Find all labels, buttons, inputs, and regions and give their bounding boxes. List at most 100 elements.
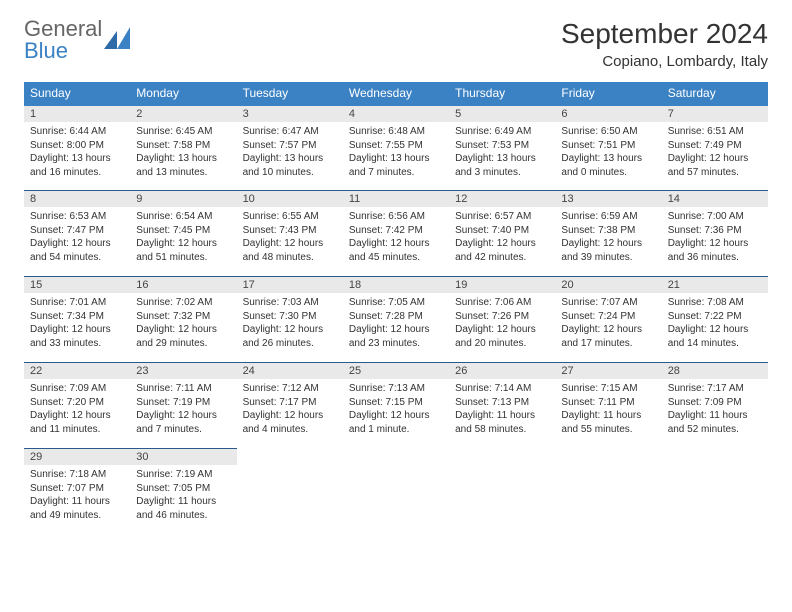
day-body: Sunrise: 6:45 AMSunset: 7:58 PMDaylight:… — [130, 122, 236, 183]
daylight-text: Daylight: 12 hours and 4 minutes. — [243, 409, 337, 436]
daylight-text: Daylight: 12 hours and 51 minutes. — [136, 237, 230, 264]
day-body: Sunrise: 6:59 AMSunset: 7:38 PMDaylight:… — [555, 207, 661, 268]
sunset-text: Sunset: 7:17 PM — [243, 396, 337, 410]
sunrise-text: Sunrise: 6:47 AM — [243, 125, 337, 139]
sunrise-text: Sunrise: 6:59 AM — [561, 210, 655, 224]
sunrise-text: Sunrise: 7:12 AM — [243, 382, 337, 396]
sunrise-text: Sunrise: 7:03 AM — [243, 296, 337, 310]
daylight-text: Daylight: 12 hours and 48 minutes. — [243, 237, 337, 264]
day-number: 28 — [662, 362, 768, 379]
daylight-text: Daylight: 11 hours and 49 minutes. — [30, 495, 124, 522]
sunset-text: Sunset: 7:45 PM — [136, 224, 230, 238]
sunrise-text: Sunrise: 6:44 AM — [30, 125, 124, 139]
day-number: 9 — [130, 190, 236, 207]
day-cell: 1Sunrise: 6:44 AMSunset: 8:00 PMDaylight… — [24, 104, 130, 190]
sunrise-text: Sunrise: 6:57 AM — [455, 210, 549, 224]
day-body: Sunrise: 6:49 AMSunset: 7:53 PMDaylight:… — [449, 122, 555, 183]
daylight-text: Daylight: 12 hours and 23 minutes. — [349, 323, 443, 350]
sunset-text: Sunset: 7:22 PM — [668, 310, 762, 324]
day-cell: 24Sunrise: 7:12 AMSunset: 7:17 PMDayligh… — [237, 362, 343, 448]
sunrise-text: Sunrise: 7:06 AM — [455, 296, 549, 310]
day-number: 16 — [130, 276, 236, 293]
sunrise-text: Sunrise: 7:08 AM — [668, 296, 762, 310]
day-body: Sunrise: 7:05 AMSunset: 7:28 PMDaylight:… — [343, 293, 449, 354]
day-cell: 14Sunrise: 7:00 AMSunset: 7:36 PMDayligh… — [662, 190, 768, 276]
sunrise-text: Sunrise: 7:09 AM — [30, 382, 124, 396]
day-body: Sunrise: 6:54 AMSunset: 7:45 PMDaylight:… — [130, 207, 236, 268]
daylight-text: Daylight: 12 hours and 33 minutes. — [30, 323, 124, 350]
day-cell: 28Sunrise: 7:17 AMSunset: 7:09 PMDayligh… — [662, 362, 768, 448]
daylight-text: Daylight: 11 hours and 46 minutes. — [136, 495, 230, 522]
day-body: Sunrise: 7:18 AMSunset: 7:07 PMDaylight:… — [24, 465, 130, 526]
day-body: Sunrise: 7:19 AMSunset: 7:05 PMDaylight:… — [130, 465, 236, 526]
day-body: Sunrise: 7:07 AMSunset: 7:24 PMDaylight:… — [555, 293, 661, 354]
sunrise-text: Sunrise: 7:18 AM — [30, 468, 124, 482]
daylight-text: Daylight: 12 hours and 39 minutes. — [561, 237, 655, 264]
sunrise-text: Sunrise: 7:05 AM — [349, 296, 443, 310]
sunrise-text: Sunrise: 7:17 AM — [668, 382, 762, 396]
calendar-row: 1Sunrise: 6:44 AMSunset: 8:00 PMDaylight… — [24, 104, 768, 190]
sunrise-text: Sunrise: 7:19 AM — [136, 468, 230, 482]
weekday-header: Wednesday — [343, 82, 449, 104]
day-cell: 22Sunrise: 7:09 AMSunset: 7:20 PMDayligh… — [24, 362, 130, 448]
day-cell: 21 Sunrise: 7:08 AMSunset: 7:22 PMDayligh… — [662, 276, 768, 362]
daylight-text: Daylight: 12 hours and 54 minutes. — [30, 237, 124, 264]
day-number: 4 — [343, 104, 449, 122]
day-cell: 6Sunrise: 6:50 AMSunset: 7:51 PMDaylight… — [555, 104, 661, 190]
day-number: 3 — [237, 104, 343, 122]
day-body: Sunrise: 6:44 AMSunset: 8:00 PMDaylight:… — [24, 122, 130, 183]
day-body: Sunrise: 7:02 AMSunset: 7:32 PMDaylight:… — [130, 293, 236, 354]
sunset-text: Sunset: 7:05 PM — [136, 482, 230, 496]
daylight-text: Daylight: 12 hours and 26 minutes. — [243, 323, 337, 350]
day-body: Sunrise: 7:06 AMSunset: 7:26 PMDaylight:… — [449, 293, 555, 354]
sunset-text: Sunset: 7:11 PM — [561, 396, 655, 410]
day-body: Sunrise: 7:13 AMSunset: 7:15 PMDaylight:… — [343, 379, 449, 440]
day-number: 21 — [662, 276, 768, 293]
daylight-text: Daylight: 12 hours and 7 minutes. — [136, 409, 230, 436]
sunrise-text: Sunrise: 6:54 AM — [136, 210, 230, 224]
day-number: 19 — [449, 276, 555, 293]
day-body: Sunrise: 6:48 AMSunset: 7:55 PMDaylight:… — [343, 122, 449, 183]
weekday-header-row: Sunday Monday Tuesday Wednesday Thursday… — [24, 82, 768, 104]
daylight-text: Daylight: 12 hours and 29 minutes. — [136, 323, 230, 350]
day-body: Sunrise: 6:51 AMSunset: 7:49 PMDaylight:… — [662, 122, 768, 183]
day-body: Sunrise: 7:15 AMSunset: 7:11 PMDaylight:… — [555, 379, 661, 440]
sunset-text: Sunset: 7:38 PM — [561, 224, 655, 238]
sunset-text: Sunset: 7:07 PM — [30, 482, 124, 496]
daylight-text: Daylight: 12 hours and 17 minutes. — [561, 323, 655, 350]
daylight-text: Daylight: 12 hours and 57 minutes. — [668, 152, 762, 179]
daylight-text: Daylight: 11 hours and 52 minutes. — [668, 409, 762, 436]
day-body: Sunrise: 6:56 AMSunset: 7:42 PMDaylight:… — [343, 207, 449, 268]
sunrise-text: Sunrise: 7:02 AM — [136, 296, 230, 310]
sunset-text: Sunset: 7:34 PM — [30, 310, 124, 324]
logo-text: General Blue — [24, 18, 102, 62]
day-number: 29 — [24, 448, 130, 465]
sunrise-text: Sunrise: 6:53 AM — [30, 210, 124, 224]
day-number: 8 — [24, 190, 130, 207]
day-body: Sunrise: 7:14 AMSunset: 7:13 PMDaylight:… — [449, 379, 555, 440]
day-cell: 20Sunrise: 7:07 AMSunset: 7:24 PMDayligh… — [555, 276, 661, 362]
sunrise-text: Sunrise: 7:07 AM — [561, 296, 655, 310]
sunset-text: Sunset: 7:15 PM — [349, 396, 443, 410]
sunset-text: Sunset: 7:20 PM — [30, 396, 124, 410]
daylight-text: Daylight: 12 hours and 14 minutes. — [668, 323, 762, 350]
sunset-text: Sunset: 7:19 PM — [136, 396, 230, 410]
sunset-text: Sunset: 7:42 PM — [349, 224, 443, 238]
sunrise-text: Sunrise: 7:00 AM — [668, 210, 762, 224]
weekday-header: Thursday — [449, 82, 555, 104]
day-number: 20 — [555, 276, 661, 293]
day-cell: 25Sunrise: 7:13 AMSunset: 7:15 PMDayligh… — [343, 362, 449, 448]
day-body: Sunrise: 6:50 AMSunset: 7:51 PMDaylight:… — [555, 122, 661, 183]
day-body: Sunrise: 6:47 AMSunset: 7:57 PMDaylight:… — [237, 122, 343, 183]
day-body: Sunrise: 6:57 AMSunset: 7:40 PMDaylight:… — [449, 207, 555, 268]
day-body: Sunrise: 7:17 AMSunset: 7:09 PMDaylight:… — [662, 379, 768, 440]
day-number: 11 — [343, 190, 449, 207]
calendar-row: 22 Sunrise: 7:09 AMSunset: 7:20 PM Dayligh… — [24, 362, 768, 448]
day-number: 22 — [24, 362, 130, 379]
month-title: September 2024 — [561, 18, 768, 50]
empty-cell — [555, 448, 661, 534]
day-body: Sunrise: 7:03 AMSunset: 7:30 PMDaylight:… — [237, 293, 343, 354]
day-number: 12 — [449, 190, 555, 207]
day-cell: 2Sunrise: 6:45 AMSunset: 7:58 PMDaylight… — [130, 104, 236, 190]
sunrise-text: Sunrise: 7:11 AM — [136, 382, 230, 396]
